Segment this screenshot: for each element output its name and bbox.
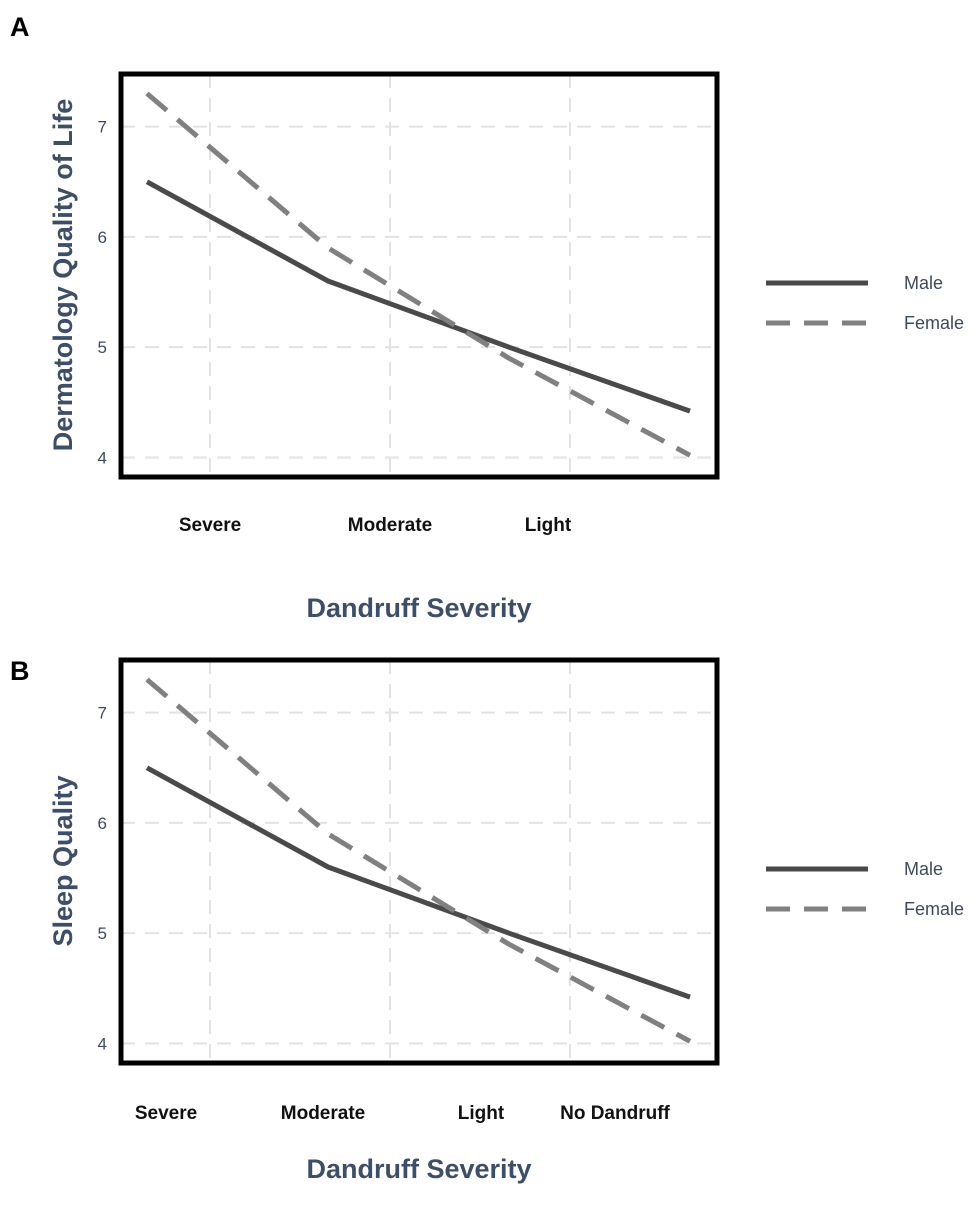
y-tick-label: 5 <box>98 338 107 357</box>
x-axis-title: Dandruff Severity <box>306 1154 531 1184</box>
y-tick-label: 6 <box>98 814 107 833</box>
chart-panel-a: A 4 5 6 7 Severe Moderate Light Dandruff Severit… <box>10 12 964 623</box>
y-axis-title: Sleep Quality <box>48 775 78 946</box>
plot-frame <box>118 71 720 480</box>
legend-label-female: Female <box>904 313 964 333</box>
x-tick-label: No Dandruff <box>560 1103 670 1124</box>
series-line-female <box>145 91 692 458</box>
y-tick-label: 5 <box>98 924 107 943</box>
panel-letter: A <box>10 12 30 42</box>
legend: Male Female <box>766 273 964 333</box>
y-tick-label: 7 <box>98 704 107 723</box>
x-tick-label: Light <box>525 515 572 536</box>
series-line-male <box>145 765 691 1000</box>
y-tick-label: 4 <box>98 1034 107 1053</box>
x-tick-label: Moderate <box>348 515 432 536</box>
panel-letter: B <box>10 656 30 686</box>
y-tick-label: 4 <box>98 448 107 467</box>
legend-label-female: Female <box>904 899 964 919</box>
y-axis-title: Dermatology Quality of Life <box>48 99 78 452</box>
legend: Male Female <box>766 859 964 919</box>
legend-label-male: Male <box>904 273 943 293</box>
x-tick-label: Light <box>458 1103 505 1124</box>
x-tick-label: Moderate <box>281 1103 365 1124</box>
plot-frame <box>118 657 720 1066</box>
x-tick-label: Severe <box>179 515 241 536</box>
y-tick-label: 6 <box>98 228 107 247</box>
series-line-female <box>145 677 692 1044</box>
x-axis-title: Dandruff Severity <box>306 593 531 623</box>
series-line-male <box>145 179 691 414</box>
chart-panel-b: B 4 5 6 7 Severe Moderate Light No Dandruff Dandr… <box>10 656 964 1184</box>
x-tick-label: Severe <box>135 1103 197 1124</box>
y-tick-label: 7 <box>98 118 107 137</box>
legend-label-male: Male <box>904 859 943 879</box>
